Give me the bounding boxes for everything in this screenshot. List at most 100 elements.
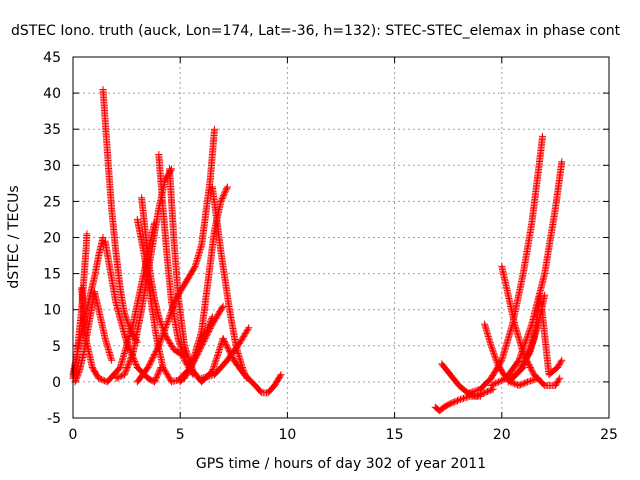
series-arc-25 <box>504 291 549 386</box>
series-arc-10 <box>133 125 218 386</box>
data-point-run <box>226 306 240 348</box>
data-point-run <box>455 393 472 404</box>
data-point-run <box>178 275 192 292</box>
data-point-run <box>121 309 134 334</box>
y-tick-label: 0 <box>52 375 61 391</box>
data-point-run <box>133 365 151 386</box>
data-point-run <box>90 253 102 281</box>
data-point-run <box>446 397 461 408</box>
x-tick-label: 15 <box>386 427 404 443</box>
data-point-run <box>530 371 548 388</box>
y-tick-label: 20 <box>43 231 61 247</box>
data-point-run <box>95 374 110 385</box>
plot-frame <box>72 56 610 419</box>
x-tick-label: 0 <box>69 427 78 443</box>
data-point-run <box>446 371 462 388</box>
y-tick-label: 45 <box>43 50 61 66</box>
data-point-run <box>251 382 265 395</box>
data-point-run <box>82 232 91 256</box>
data-point-run <box>455 382 470 396</box>
data-point-run <box>545 365 560 379</box>
data-point-run <box>176 365 194 386</box>
ticks: 0 5 10 15 20 25 -5 0 5 10 15 20 25 30 35 40 45 <box>43 50 618 443</box>
data-point <box>108 356 116 364</box>
data-point-run <box>472 389 487 400</box>
data-point-run <box>515 322 535 364</box>
series-arc-14 <box>176 302 227 386</box>
data-point-run <box>88 364 102 381</box>
y-tick-label: 15 <box>43 267 61 283</box>
data-point <box>556 374 564 382</box>
data-point-run <box>112 299 130 345</box>
data-point-run <box>208 183 225 254</box>
data-point-run <box>101 237 120 305</box>
data-point-run <box>99 86 111 153</box>
data-point-run <box>71 369 83 386</box>
data-point-run <box>112 371 127 382</box>
data-point-run <box>526 322 542 357</box>
data-point-run <box>78 284 90 341</box>
data-point-run <box>155 151 167 211</box>
y-tick-label: 5 <box>52 339 61 355</box>
data-point-run <box>151 365 164 386</box>
series-arc-13 <box>176 183 231 382</box>
data-point-run <box>138 194 150 240</box>
data-point <box>99 234 107 241</box>
data-point-run <box>551 159 566 213</box>
data-point-run <box>519 221 535 278</box>
y-tick-label: 10 <box>43 303 61 319</box>
series-arc-17 <box>219 335 285 397</box>
data-point-run <box>159 205 171 262</box>
x-tick-label: 25 <box>600 427 618 443</box>
data-point-run <box>174 291 188 348</box>
y-tick-label: 30 <box>43 158 61 174</box>
data-point <box>558 158 566 166</box>
data-point-run <box>271 372 284 389</box>
x-tick-label: 20 <box>493 427 511 443</box>
data-point-run <box>95 235 107 259</box>
data-point-run <box>436 404 447 415</box>
data-point-run <box>103 365 123 386</box>
data-point <box>277 371 285 379</box>
data-point-run <box>116 284 128 316</box>
data-point-run <box>133 215 147 254</box>
data-point-run <box>163 255 175 305</box>
data-point <box>83 230 91 238</box>
series-arc-5 <box>99 86 141 346</box>
data-point-run <box>129 271 147 328</box>
data-point-run <box>241 371 258 388</box>
data-point-run <box>144 343 162 371</box>
data-point-run <box>140 248 154 298</box>
data-point-run <box>95 306 109 341</box>
data-point-run <box>90 288 102 312</box>
series-arc-12 <box>166 165 227 386</box>
series-arc-21 <box>466 132 546 397</box>
data-point-run <box>198 322 216 350</box>
y-tick-label: 35 <box>43 122 61 138</box>
data-point-run <box>170 234 182 298</box>
data-point-run <box>198 278 212 335</box>
data-point-run <box>487 358 505 382</box>
data-point-run <box>146 291 160 341</box>
data-point-run <box>129 307 145 357</box>
y-axis-label: dSTEC / TECUs <box>6 185 22 288</box>
y-tick-label: -5 <box>47 411 61 427</box>
data-point-run <box>504 368 522 386</box>
data-point-run <box>217 184 231 205</box>
data-point-run <box>230 356 247 377</box>
y-tick-label: 25 <box>43 194 61 210</box>
data-point-run <box>121 351 136 379</box>
x-tick-label: 10 <box>278 427 296 443</box>
data-point-run <box>264 383 277 397</box>
data-point-run <box>487 342 501 366</box>
data-point-run <box>481 320 495 348</box>
data-point-run <box>112 248 124 290</box>
data-point <box>558 356 566 364</box>
data-point-run <box>191 242 205 270</box>
data-points <box>69 86 566 415</box>
data-point-run <box>487 375 509 389</box>
data-point-run <box>515 350 533 375</box>
data-point-run <box>174 335 188 363</box>
data-point-run <box>476 375 494 393</box>
